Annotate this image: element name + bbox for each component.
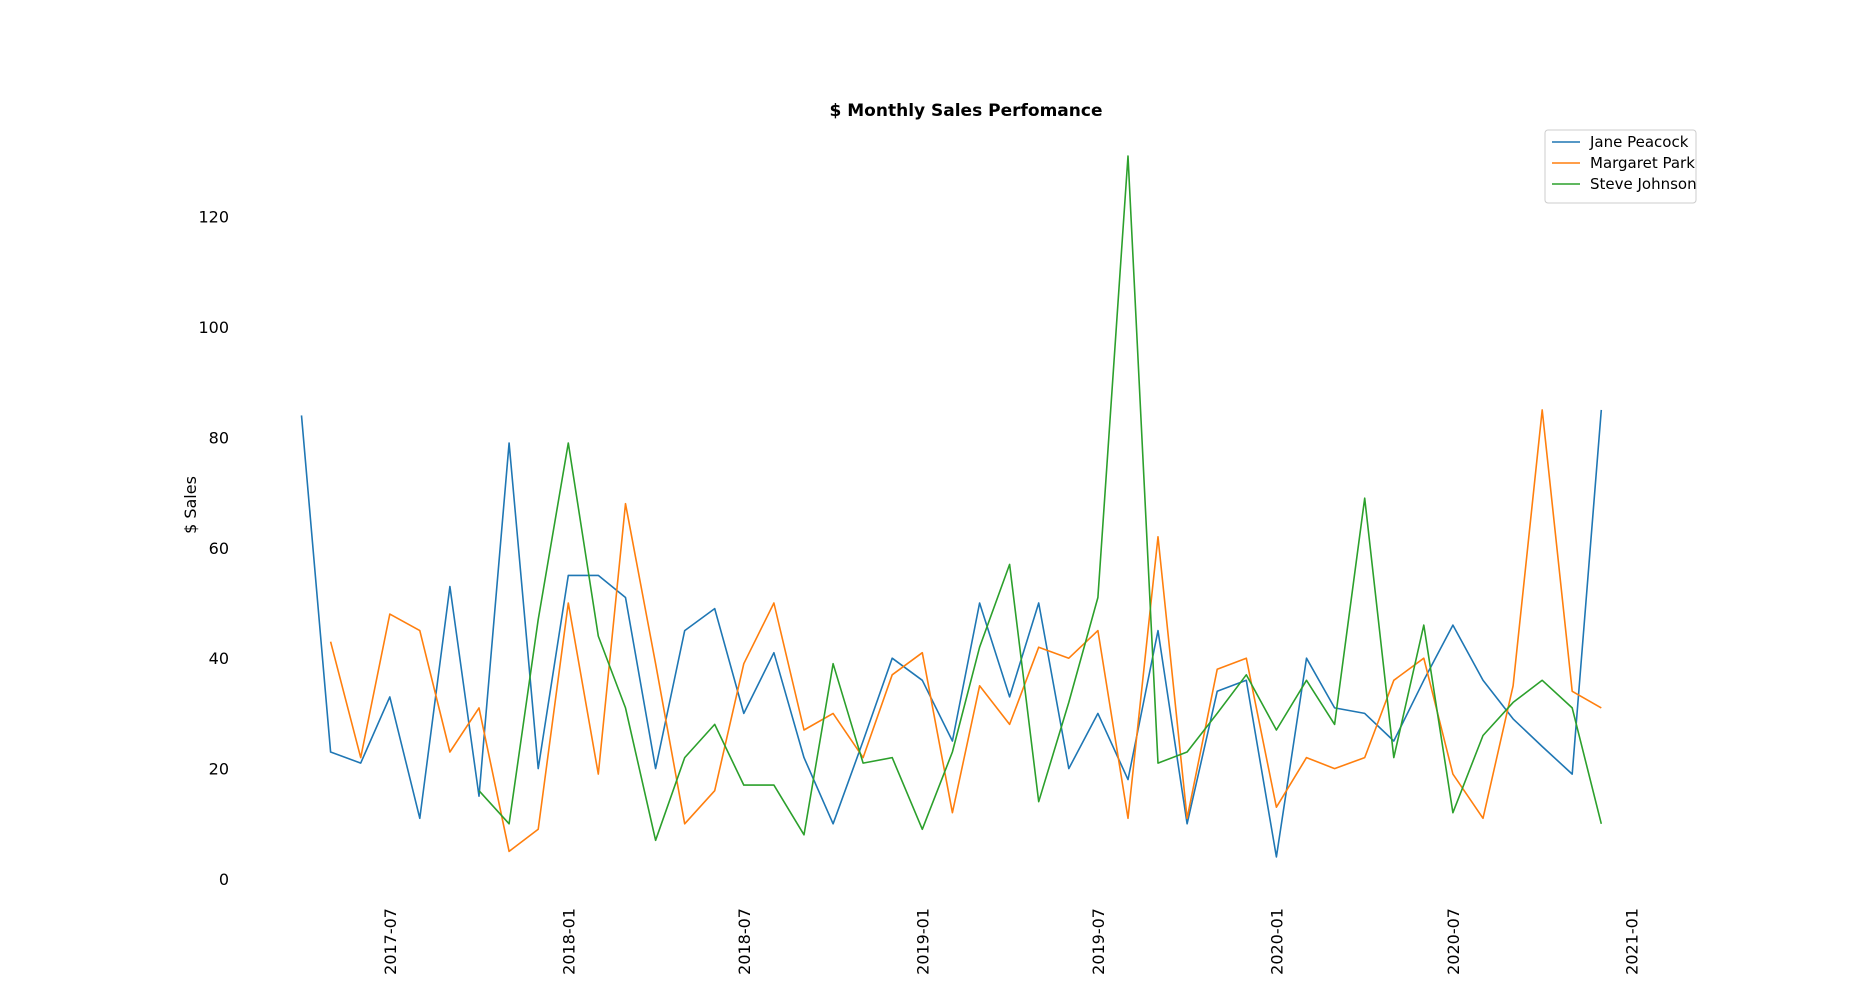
y-axis-label: $ Sales <box>181 476 200 534</box>
x-tick-label: 2019-07 <box>1089 908 1108 975</box>
y-tick-label: 20 <box>209 760 229 779</box>
y-tick-label: 100 <box>198 318 229 337</box>
y-tick-label: 60 <box>209 539 229 558</box>
y-tick-label: 120 <box>198 208 229 227</box>
x-tick-label: 2018-07 <box>735 908 754 975</box>
legend: Jane Peacock Margaret Park Steve Johnson <box>1544 129 1697 204</box>
series-line-steve-johnson <box>478 155 1603 842</box>
x-tick-label: 2017-07 <box>381 908 400 975</box>
x-axis-ticks: 2017-07 2018-01 2018-07 2019-01 2019-07 2020-… <box>381 908 1642 975</box>
x-tick-label: 2019-01 <box>913 908 932 975</box>
chart-title: $ Monthly Sales Perfomance <box>830 101 1103 121</box>
y-tick-label: 40 <box>209 649 229 668</box>
x-tick-label: 2018-01 <box>559 908 578 975</box>
y-tick-label: 0 <box>219 870 229 889</box>
legend-box <box>1544 129 1697 204</box>
y-axis-ticks: 0 20 40 60 80 100 120 <box>198 208 229 889</box>
series-line-margaret-park <box>329 409 1602 853</box>
y-tick-label: 80 <box>209 428 229 447</box>
x-tick-label: 2020-07 <box>1444 908 1463 975</box>
legend-label: Margaret Park <box>1590 154 1695 172</box>
legend-label: Jane Peacock <box>1589 133 1689 151</box>
x-tick-label: 2020-01 <box>1267 908 1286 975</box>
series-line-jane-peacock <box>300 409 1603 858</box>
legend-label: Steve Johnson <box>1590 175 1697 193</box>
series-lines <box>300 155 1603 858</box>
x-tick-label: 2021-01 <box>1622 908 1641 975</box>
